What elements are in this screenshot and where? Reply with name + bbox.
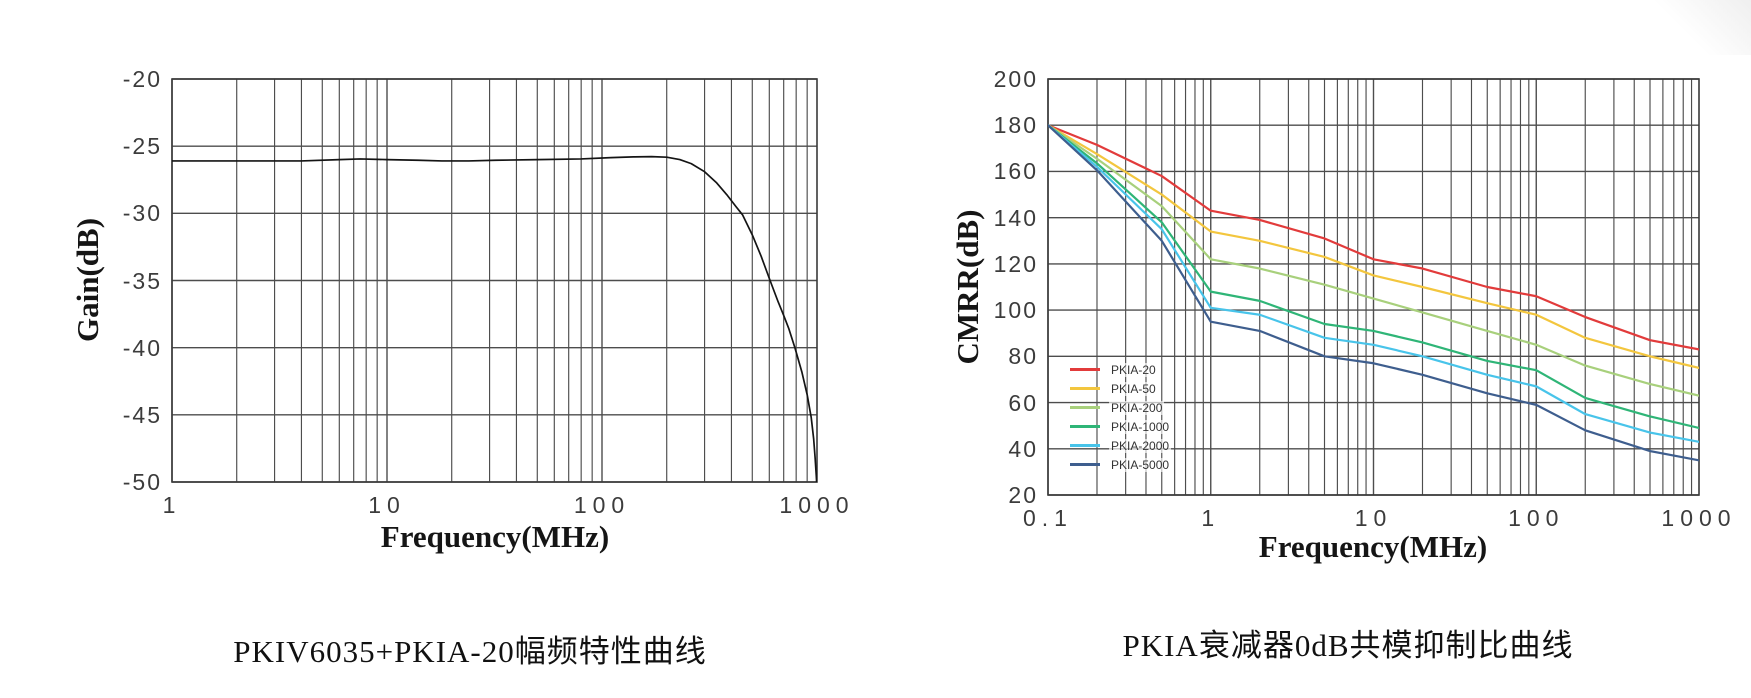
cmrr-frequency-chart: CMRR(dB) 0.1 1 10 100 1000 200 180 160 140 120 100… [40, 16, 1751, 698]
legend-label: PKIA-50 [1109, 381, 1158, 396]
legend-color-line-icon [1070, 425, 1100, 428]
y-tick-label: 20 [1008, 482, 1038, 508]
y-tick-label: -35 [122, 267, 162, 294]
gain-chart-caption: PKIV6035+PKIA-20幅频特性曲线 [233, 634, 707, 669]
series-curve-PKIA-5000 [1048, 124, 1699, 462]
legend-item: PKIA-5000 [1070, 455, 1172, 474]
plot-frame [171, 78, 818, 483]
gridlines [171, 78, 817, 483]
plot-frame [1047, 78, 1700, 496]
x-tick-label: 0.1 [1023, 505, 1073, 531]
legend-item: PKIA-2000 [1070, 436, 1172, 455]
legend-item: PKIA-1000 [1070, 417, 1172, 436]
gain-plot-area [171, 78, 818, 483]
legend-label: PKIA-200 [1109, 400, 1165, 415]
legend-color-line-icon [1070, 368, 1100, 371]
y-tick-label: -45 [122, 401, 162, 428]
y-tick-label: 120 [993, 250, 1038, 277]
x-tick-label: 1 [1201, 505, 1221, 531]
legend-item: PKIA-200 [1070, 398, 1171, 417]
scan-page-shadow [1655, 0, 1751, 55]
x-tick-label: 1000 [779, 492, 855, 518]
gain-y-axis-title: Gain(dB) [70, 217, 105, 343]
y-tick-label: 140 [993, 204, 1038, 231]
legend-label: PKIA-1000 [1109, 419, 1172, 434]
y-tick-label: 100 [993, 297, 1038, 324]
series-curve-PKIV6035+PKIA-20 gain [172, 155, 817, 482]
series-curve-PKIA-2000 [1048, 124, 1699, 443]
x-tick-label: 1000 [1661, 505, 1737, 531]
x-tick-label: 1 [162, 492, 182, 518]
cmrr-x-axis-title: Frequency(MHz) [1258, 529, 1488, 564]
x-tick-label: 100 [1508, 505, 1565, 531]
legend-color-line-icon [1070, 463, 1100, 466]
gridlines [1047, 78, 1699, 496]
y-tick-label: 40 [1008, 435, 1038, 462]
y-tick-label: 200 [993, 66, 1038, 92]
legend-label: PKIA-20 [1109, 362, 1158, 377]
y-tick-label: -30 [122, 200, 162, 227]
series-curve-PKIA-50 [1048, 124, 1699, 369]
legend-label: PKIA-2000 [1109, 438, 1172, 453]
y-tick-label: -25 [122, 133, 162, 160]
y-tick-label: 160 [993, 158, 1038, 185]
legend-color-line-icon [1070, 406, 1100, 409]
cmrr-legend: PKIA-20 PKIA-50 PKIA-200 PKIA-1000 PKIA-2000… [1070, 360, 1172, 474]
legend-color-line-icon [1070, 387, 1100, 390]
legend-label: PKIA-5000 [1109, 457, 1172, 472]
y-tick-label: 60 [1008, 389, 1038, 416]
series-curve-PKIA-200 [1048, 124, 1699, 397]
series-curve-PKIA-20 [1048, 124, 1699, 351]
legend-item: PKIA-50 [1070, 379, 1171, 398]
y-tick-label: 80 [1008, 343, 1038, 370]
legend-color-line-icon [1070, 444, 1100, 447]
x-tick-label: 10 [1354, 505, 1393, 531]
x-tick-label: 100 [573, 492, 631, 518]
series-curve-PKIA-1000 [1048, 124, 1699, 430]
y-tick-label: -50 [122, 469, 162, 495]
cmrr-chart-caption: PKIA衰减器0dB共模抑制比曲线 [1122, 628, 1574, 663]
x-tick-label: 10 [368, 492, 406, 518]
y-tick-label: -40 [122, 334, 162, 361]
gain-frequency-chart: Gain(dB) 1 10 100 1000 -20 -25 -30 -35 -40 -45 -50… [40, 16, 1751, 698]
cmrr-y-axis-title: CMRR(dB) [950, 209, 985, 365]
cmrr-plot-area [1047, 78, 1700, 496]
y-tick-label: -20 [122, 66, 162, 92]
legend-item: PKIA-20 [1070, 360, 1171, 379]
gain-x-axis-title: Frequency(MHz) [380, 519, 610, 554]
y-tick-label: 180 [993, 112, 1038, 139]
